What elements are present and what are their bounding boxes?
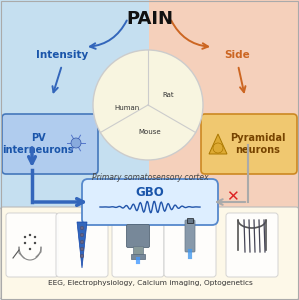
Circle shape (213, 143, 223, 153)
Circle shape (93, 50, 203, 160)
Circle shape (80, 247, 84, 251)
Text: EEG, Electrophysiology, Calcium imaging, Optogenetics: EEG, Electrophysiology, Calcium imaging,… (48, 280, 252, 286)
Text: Intensity: Intensity (36, 50, 88, 60)
Circle shape (24, 236, 26, 238)
FancyBboxPatch shape (131, 254, 145, 259)
Text: Mouse: Mouse (139, 129, 161, 135)
FancyBboxPatch shape (6, 213, 58, 277)
FancyBboxPatch shape (164, 213, 216, 277)
FancyBboxPatch shape (126, 224, 150, 248)
Circle shape (80, 254, 84, 258)
Text: Primary somatosensory cortex: Primary somatosensory cortex (92, 173, 208, 182)
Text: PAIN: PAIN (126, 10, 173, 28)
FancyBboxPatch shape (82, 179, 218, 225)
Text: ✕: ✕ (226, 190, 238, 205)
Circle shape (34, 242, 36, 244)
Circle shape (24, 242, 26, 244)
Circle shape (34, 236, 36, 238)
Circle shape (29, 248, 31, 250)
Text: Pyramidal
neurons: Pyramidal neurons (230, 133, 286, 155)
FancyBboxPatch shape (133, 246, 143, 254)
FancyBboxPatch shape (185, 220, 195, 252)
Polygon shape (77, 222, 87, 268)
FancyBboxPatch shape (2, 114, 98, 174)
Circle shape (80, 240, 84, 244)
FancyBboxPatch shape (0, 0, 150, 208)
Circle shape (80, 233, 84, 237)
FancyBboxPatch shape (187, 218, 193, 223)
FancyBboxPatch shape (112, 213, 164, 277)
Circle shape (71, 138, 81, 148)
FancyBboxPatch shape (149, 0, 299, 208)
Circle shape (80, 226, 84, 230)
FancyBboxPatch shape (0, 207, 299, 300)
Text: Rat: Rat (162, 92, 174, 98)
Text: GBO: GBO (136, 187, 164, 200)
Polygon shape (209, 134, 227, 154)
FancyBboxPatch shape (226, 213, 278, 277)
FancyBboxPatch shape (201, 114, 297, 174)
Text: Human: Human (115, 105, 140, 111)
Circle shape (29, 234, 31, 236)
FancyBboxPatch shape (56, 213, 108, 277)
Text: Side: Side (224, 50, 250, 60)
Text: PV
interneurons: PV interneurons (2, 133, 74, 155)
